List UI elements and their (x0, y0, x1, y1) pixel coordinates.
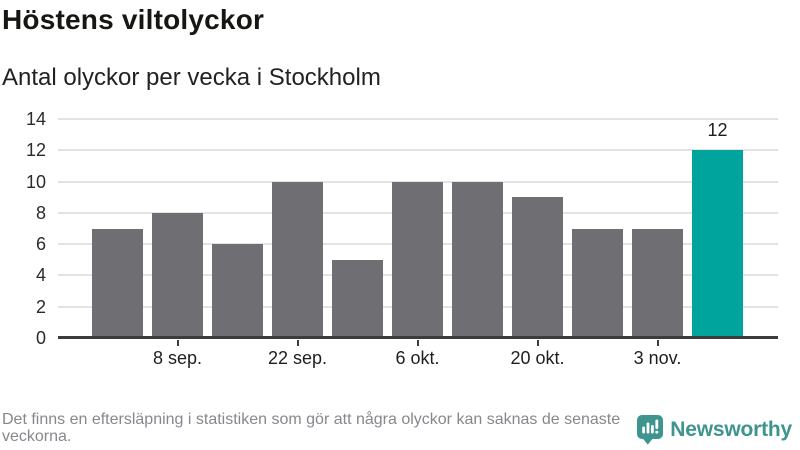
y-axis-label-12: 12 (25, 140, 46, 161)
bar-4 (332, 259, 383, 338)
plot-area: 12 8 sep. 22 sep. 6 okt. 20 okt. 3 nov. (58, 118, 778, 368)
y-axis-label-4: 4 (35, 265, 46, 286)
bar-10 (692, 150, 743, 338)
chart-subtitle: Antal olyckor per vecka i Stockholm (2, 64, 381, 91)
y-axis-label-2: 2 (35, 296, 46, 317)
y-axis-label-0: 0 (35, 328, 46, 348)
x-axis-label: 20 okt. (510, 348, 565, 368)
newsworthy-brand-link[interactable]: Newsworthy (637, 415, 792, 445)
y-axis-label-10: 10 (25, 171, 46, 192)
bar-2 (212, 244, 263, 338)
bar-7 (512, 197, 563, 338)
x-axis-label: 6 okt. (395, 348, 440, 368)
y-axis-label-6: 6 (35, 234, 46, 255)
x-axis-tick (176, 340, 179, 346)
x-axis-label: 22 sep. (267, 348, 328, 368)
y-axis-label-14: 14 (25, 109, 46, 129)
x-axis-line (58, 336, 778, 339)
bar-1 (152, 212, 203, 338)
gridline-y-12 (58, 149, 778, 152)
chart-footnote: Det finns en eftersläpning i statistiken… (2, 411, 621, 445)
x-axis-tick (296, 340, 299, 346)
x-axis-tick (536, 340, 539, 346)
bar-5 (392, 181, 443, 338)
bar-chart: 12 8 sep. 22 sep. 6 okt. 20 okt. 3 nov. 0 2 4 6 8… (25, 109, 778, 368)
bar-8 (572, 228, 623, 338)
bar-3 (272, 181, 323, 338)
bar-6 (452, 181, 503, 338)
gridline-y-14 (58, 118, 778, 120)
x-axis-label: 8 sep. (152, 348, 203, 368)
bar-value-label: 12 (707, 120, 728, 141)
x-axis-tick (656, 340, 659, 346)
newsworthy-logo-icon (637, 415, 664, 445)
newsworthy-brand-name: Newsworthy (670, 418, 792, 441)
y-axis-label-8: 8 (35, 202, 46, 223)
page-title: Höstens viltolyckor (2, 4, 265, 35)
bar-0 (92, 228, 143, 338)
x-axis-label: 3 nov. (633, 348, 682, 368)
x-axis-tick (416, 340, 419, 346)
bar-9 (632, 228, 683, 338)
